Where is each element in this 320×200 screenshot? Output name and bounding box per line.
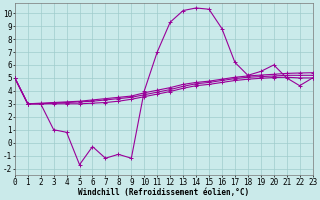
X-axis label: Windchill (Refroidissement éolien,°C): Windchill (Refroidissement éolien,°C): [78, 188, 249, 197]
